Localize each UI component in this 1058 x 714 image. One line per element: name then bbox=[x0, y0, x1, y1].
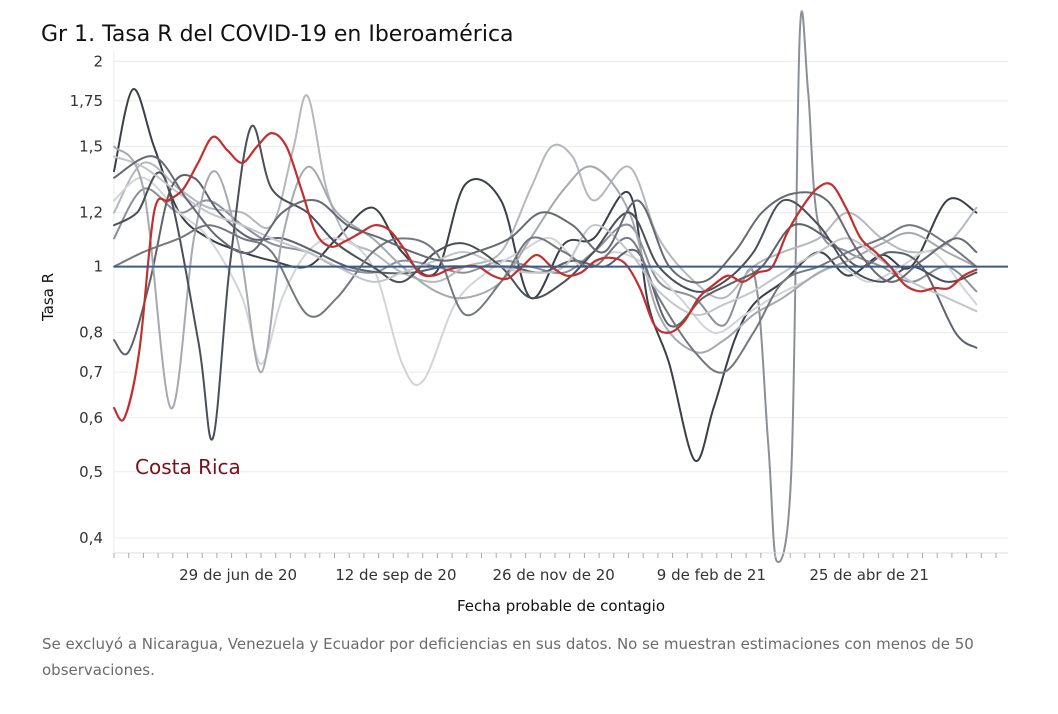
x-tick-label: 26 de nov de 20 bbox=[492, 566, 614, 584]
y-axis-title: Tasa R bbox=[39, 273, 57, 322]
y-tick-label: 0,6 bbox=[79, 409, 103, 427]
y-tick-label: 0,4 bbox=[79, 529, 103, 547]
series-line-2 bbox=[113, 10, 978, 563]
y-axis: 2 1,75 1,5 1,2 1 0,8 0,7 0,6 0,5 0,4 bbox=[70, 52, 103, 546]
series-line-7 bbox=[113, 124, 978, 441]
y-tick-label: 1,2 bbox=[79, 204, 103, 222]
y-tick-label: 0,7 bbox=[79, 363, 103, 381]
x-tick-label: 9 de feb de 21 bbox=[657, 566, 766, 584]
x-tick-label: 12 de sep de 20 bbox=[335, 566, 456, 584]
costa-rica-label: Costa Rica bbox=[135, 455, 241, 479]
y-tick-label: 1,75 bbox=[70, 92, 103, 110]
y-tick-label: 1,5 bbox=[79, 138, 103, 156]
y-tick-label: 2 bbox=[93, 52, 103, 70]
footnote: Se excluyó a Nicaragua, Venezuela y Ecua… bbox=[42, 635, 974, 679]
series-line-6 bbox=[113, 145, 978, 410]
x-tick-label: 25 de abr de 21 bbox=[809, 566, 929, 584]
x-axis-title: Fecha probable de contagio bbox=[457, 597, 665, 615]
y-tick-label: 0,5 bbox=[79, 463, 103, 481]
x-axis: 29 de jun de 20 12 de sep de 20 26 de nov … bbox=[113, 552, 1008, 584]
x-tick-label: 29 de jun de 20 bbox=[179, 566, 297, 584]
series-line-10 bbox=[113, 155, 978, 284]
chart-title: Gr 1. Tasa R del COVID-19 en Iberoaméric… bbox=[41, 22, 514, 47]
series-line-costa-rica bbox=[112, 132, 978, 422]
y-tick-label: 0,8 bbox=[79, 324, 103, 342]
y-tick-label: 1 bbox=[93, 258, 103, 276]
series-layer bbox=[112, 10, 978, 563]
series-line-9 bbox=[113, 155, 978, 317]
